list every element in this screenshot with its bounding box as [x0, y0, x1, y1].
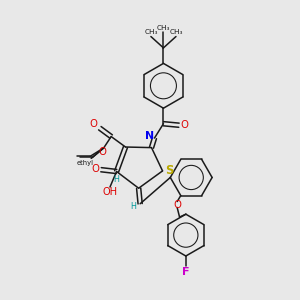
Text: O: O [90, 119, 98, 129]
Text: F: F [182, 266, 190, 277]
Text: O: O [91, 164, 99, 173]
Text: N: N [145, 131, 154, 141]
Text: ethyl: ethyl [77, 160, 94, 166]
Text: H: H [130, 202, 136, 211]
Text: OH: OH [102, 188, 118, 197]
Text: CH₃: CH₃ [157, 25, 170, 31]
Text: O: O [180, 120, 188, 130]
Text: CH₃: CH₃ [144, 29, 158, 35]
Text: S: S [165, 164, 173, 177]
Text: CH₃: CH₃ [169, 29, 183, 35]
Text: O: O [173, 200, 181, 209]
Text: O: O [98, 147, 106, 157]
Text: H: H [114, 176, 119, 184]
